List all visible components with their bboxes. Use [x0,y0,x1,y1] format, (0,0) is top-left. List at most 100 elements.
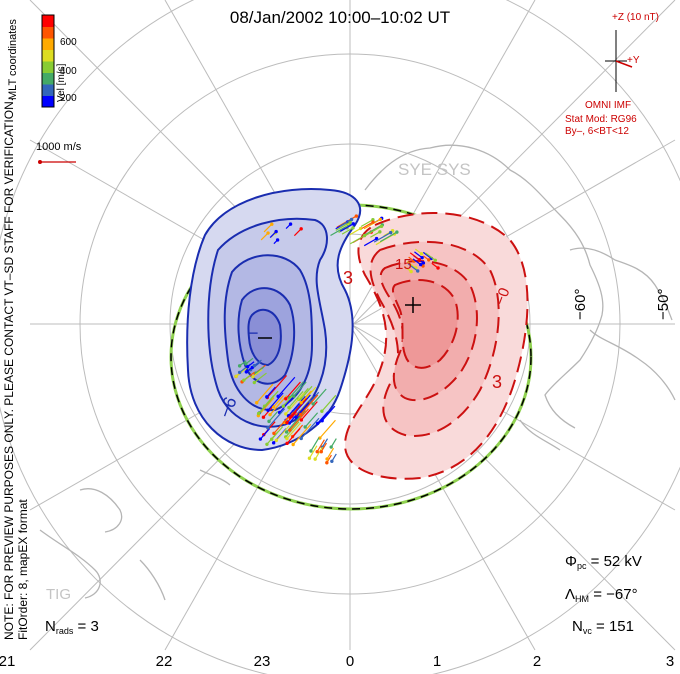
vector-origin [315,421,320,426]
velocity-vector [407,263,419,272]
velocity-vector [258,390,279,414]
vector-origin [287,405,291,410]
velocity-vector [300,390,312,404]
vector-origin [351,226,355,230]
velocity-vector [273,395,284,408]
velocity-vector [295,394,316,418]
imf-source: OMNI IMF [585,100,632,111]
velocity-vector [310,437,320,452]
velocity-vector [309,391,320,403]
vector-origin [252,363,257,368]
vector-origin [421,261,426,265]
vector-origin [433,258,437,262]
vector-origin [255,401,259,405]
vector-origin [420,255,424,260]
velocity-vector [252,369,263,378]
velocity-vector [373,232,391,243]
velocity-vector [267,408,286,429]
velocity-vector [319,419,336,439]
vector-origin [419,252,424,256]
vector-origin [379,224,384,229]
vector-origin [281,404,286,408]
vector-origin [288,222,293,226]
vector-origin [274,229,278,234]
vector-origin [271,405,276,409]
colorbar-tick-600: 600 [60,37,77,48]
velocity-vector [425,252,436,261]
vector-origin [354,214,359,218]
vector-origin [252,380,256,385]
colorbar-segment [42,26,54,39]
colorbar-segment [42,38,54,50]
velocity-vector [256,383,274,404]
vector-origin [299,418,304,422]
vector-origin [285,441,289,446]
velocity-vector [335,221,351,231]
velocity-vector [293,381,307,397]
vector-origin [251,375,255,379]
velocity-vector [286,410,306,433]
vector-origin [329,445,333,449]
vector-origin [258,437,263,441]
station-label: SYE SYS [398,160,471,179]
mlt-tick-0: 0 [345,653,355,670]
nvc-stat: Nvc = 151 [572,618,634,636]
vector-origin [266,426,270,430]
velocity-vector [253,372,267,384]
velocity-vector [263,223,273,233]
velocity-vector [292,423,312,445]
velocity-vector [277,376,296,397]
velocity-vector [288,391,304,408]
velocity-vector [282,395,293,407]
vector-origin [313,457,317,461]
velocity-vector [300,394,319,415]
velocity-vector [275,425,290,441]
velocity-vector [314,446,323,460]
imf-z-label: +Z (10 nT) [612,12,659,23]
velocity-vector [409,252,420,261]
vector-origin [285,420,289,425]
latitude-label: −60° [572,288,589,320]
velocity-vector [268,411,279,422]
vector-origin [299,436,303,441]
coastline [364,144,604,429]
contour-label: 3 [492,372,503,392]
vector-origin [270,222,274,226]
vector-origin [270,437,274,441]
vector-origin [265,442,269,446]
vector-origin [272,431,276,436]
velocity-vector [317,411,329,424]
vector-origin [371,220,375,224]
velocity-vector [300,401,318,421]
vector-origin [311,402,315,406]
mlt-tick-21: 21 [0,653,16,670]
vector-origin [275,238,280,242]
vector-origin [276,394,280,399]
colorbar-segment [42,95,54,108]
coastline [139,559,166,601]
vector-origin [299,401,303,405]
vector-origin [298,412,303,417]
velocity-vector [341,227,354,235]
velocity-vector [350,235,365,245]
scale-label: 1000 m/s [36,141,82,153]
velocity-vector [308,445,318,459]
vector-origin [351,222,356,226]
velocity-vector [285,381,301,400]
velocity-vector [259,428,271,440]
velocity-vector [271,426,284,440]
colorbar-segment [42,72,54,85]
imf-clock-dial [605,30,633,92]
velocity-vector [266,375,288,398]
vector-origin [358,226,363,231]
velocity-vector [312,388,327,405]
velocity-vector [235,366,249,377]
imf-condition: By–, 6<BT<12 [565,126,629,137]
velocity-vectors [234,214,440,465]
coordinates-label: MLT coordinates [7,19,19,100]
vector-origin [242,378,246,382]
latitude-label: −50° [655,288,672,320]
contour-label: 3 [343,268,354,288]
vector-origin [294,415,298,419]
mlt-tick-3: 3 [665,653,675,670]
